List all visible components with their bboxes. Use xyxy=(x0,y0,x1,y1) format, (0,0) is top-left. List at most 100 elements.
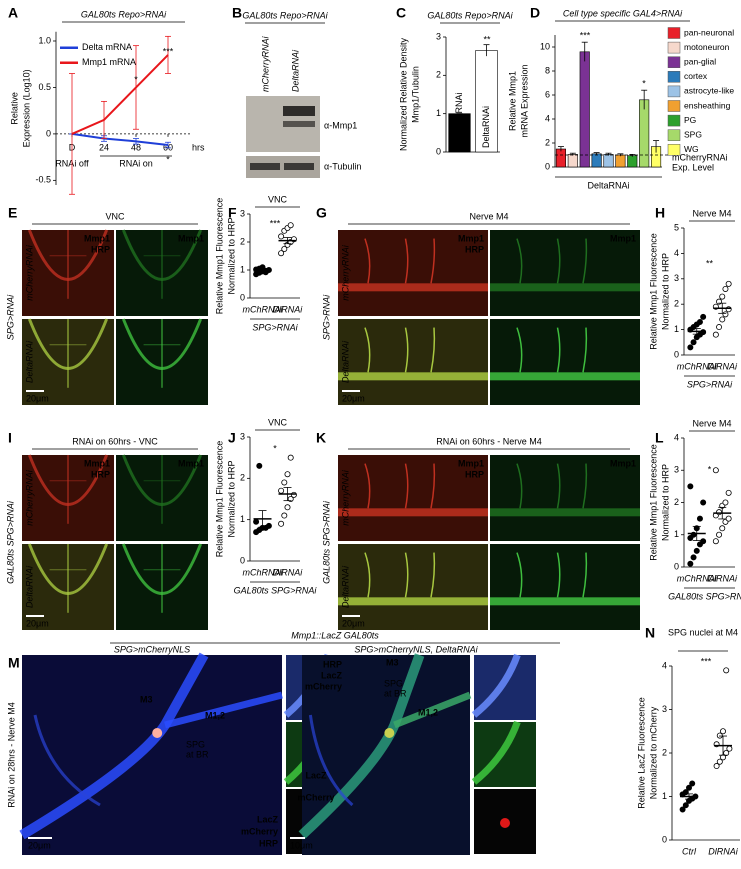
panel-letter: C xyxy=(396,5,406,21)
y-tick-label: -0.5 xyxy=(35,175,51,185)
tissue xyxy=(338,508,488,517)
data-point xyxy=(712,467,719,474)
significance: * xyxy=(273,443,277,453)
x-tick-label: DlRNAi xyxy=(273,567,304,577)
y-axis-label: Mmp1/Tubulin xyxy=(410,66,420,123)
y-tick-label: 2 xyxy=(240,236,245,246)
nerve-label: M1,2 xyxy=(205,710,225,720)
panel-letter: D xyxy=(530,5,540,21)
data-point xyxy=(726,745,733,752)
chart-title: Nerve M4 xyxy=(692,418,731,428)
bar xyxy=(579,51,590,168)
nerve-label: M3 xyxy=(386,657,399,667)
y-tick-label: 2 xyxy=(662,747,667,757)
micrograph xyxy=(302,655,470,855)
micrograph xyxy=(22,655,282,855)
tissue xyxy=(582,463,588,509)
data-point xyxy=(278,233,285,240)
panel-title: RNAi on 60hrs - Nerve M4 xyxy=(436,436,542,446)
data-point xyxy=(720,728,727,735)
y-tick-label: 1 xyxy=(674,529,679,539)
x-unit: hrs xyxy=(192,142,205,152)
y-tick-label: 0 xyxy=(674,349,679,359)
chart-title: SPG nuclei at M4 xyxy=(668,627,738,637)
channel-label: Mmp1 xyxy=(610,233,636,243)
y-axis-label: Relative Mmp1 Fluorescence xyxy=(214,441,224,558)
channel-label: Mmp1 xyxy=(178,458,204,468)
nucleus-label: SPG xyxy=(384,678,403,688)
y-tick-label: 0.5 xyxy=(38,82,51,92)
y-tick-label: 3 xyxy=(240,208,245,218)
condition-title: SPG>mCherryNLS xyxy=(114,644,190,654)
bar-label: mCherryRNAi xyxy=(454,92,464,148)
legend-swatch xyxy=(667,129,681,141)
phase-label: RNAi on xyxy=(119,158,153,168)
data-point xyxy=(700,329,707,336)
data-point xyxy=(281,245,288,252)
data-point xyxy=(686,784,693,791)
panel-letter: A xyxy=(8,5,18,21)
chart-title: Cell type specific GAL4>RNAi xyxy=(563,8,683,18)
panel-title: GAL80ts Repo>RNAi xyxy=(242,10,328,20)
micrograph xyxy=(490,319,640,405)
x-tick-label: mChRNAi xyxy=(242,567,283,577)
tissue xyxy=(516,238,523,284)
y-tick-label: 1 xyxy=(240,514,245,524)
side-label: RNAi on 28hrs - Nerve M4 xyxy=(6,702,16,808)
data-point xyxy=(690,554,697,561)
nucleus-label: at BR xyxy=(186,749,209,759)
y-tick-label: 3 xyxy=(674,273,679,283)
x-axis-label: SPG>RNAi xyxy=(687,379,733,389)
group-label: DeltaRNAi xyxy=(587,180,629,190)
x-tick-label: DlRNAi xyxy=(708,846,739,856)
y-axis-label: Normalized to HRP xyxy=(226,217,236,294)
micrograph xyxy=(338,544,488,630)
data-point xyxy=(687,344,694,351)
significance: ** xyxy=(706,258,714,268)
reference-label: mCherryRNAi xyxy=(672,152,728,162)
tissue xyxy=(556,552,561,598)
legend-label: astrocyte-like xyxy=(684,86,734,96)
y-tick-label: 2 xyxy=(674,497,679,507)
data-point xyxy=(713,763,720,770)
tissue xyxy=(404,327,409,373)
micrograph xyxy=(490,544,640,630)
scale-label: 20μm xyxy=(342,618,365,628)
blot xyxy=(246,156,320,178)
band-label: α-Mmp1 xyxy=(324,120,357,130)
y-tick-label: 0 xyxy=(46,128,51,138)
data-point xyxy=(693,547,700,554)
chart-title: Nerve M4 xyxy=(692,208,731,218)
tissue xyxy=(33,714,101,807)
nucleus xyxy=(384,728,395,738)
significance: *** xyxy=(701,656,712,666)
x-tick-label: 24 xyxy=(99,142,109,152)
data-point xyxy=(278,250,285,257)
row-label: DeltaRNAi xyxy=(340,340,350,383)
y-tick-label: 5 xyxy=(674,222,679,232)
data-point xyxy=(696,318,703,325)
x-tick-label: mChRNAi xyxy=(677,361,718,371)
bar xyxy=(603,154,614,168)
y-tick-label: 1.0 xyxy=(38,35,51,45)
micrograph xyxy=(338,455,488,541)
panel-letter: E xyxy=(8,205,17,221)
data-point xyxy=(287,222,294,229)
y-axis-label: Relative Mmp1 xyxy=(507,71,517,131)
panel-letter: I xyxy=(8,430,12,446)
y-tick-label: 10 xyxy=(540,41,550,51)
nerve-label: M3 xyxy=(140,694,153,704)
tissue xyxy=(556,238,561,284)
channel-label: LacZ xyxy=(257,814,279,824)
bar-label: DeltaRNAi xyxy=(481,106,491,148)
legend-label: WG xyxy=(684,144,699,154)
blot-band xyxy=(284,163,314,170)
y-tick-label: 4 xyxy=(545,113,550,123)
tissue xyxy=(164,691,283,729)
data-point xyxy=(700,313,707,320)
channel-label: LacZ xyxy=(305,770,327,780)
tissue xyxy=(430,238,436,284)
data-point xyxy=(687,560,694,567)
data-point xyxy=(725,280,732,287)
legend-label: ensheathing xyxy=(684,100,731,110)
